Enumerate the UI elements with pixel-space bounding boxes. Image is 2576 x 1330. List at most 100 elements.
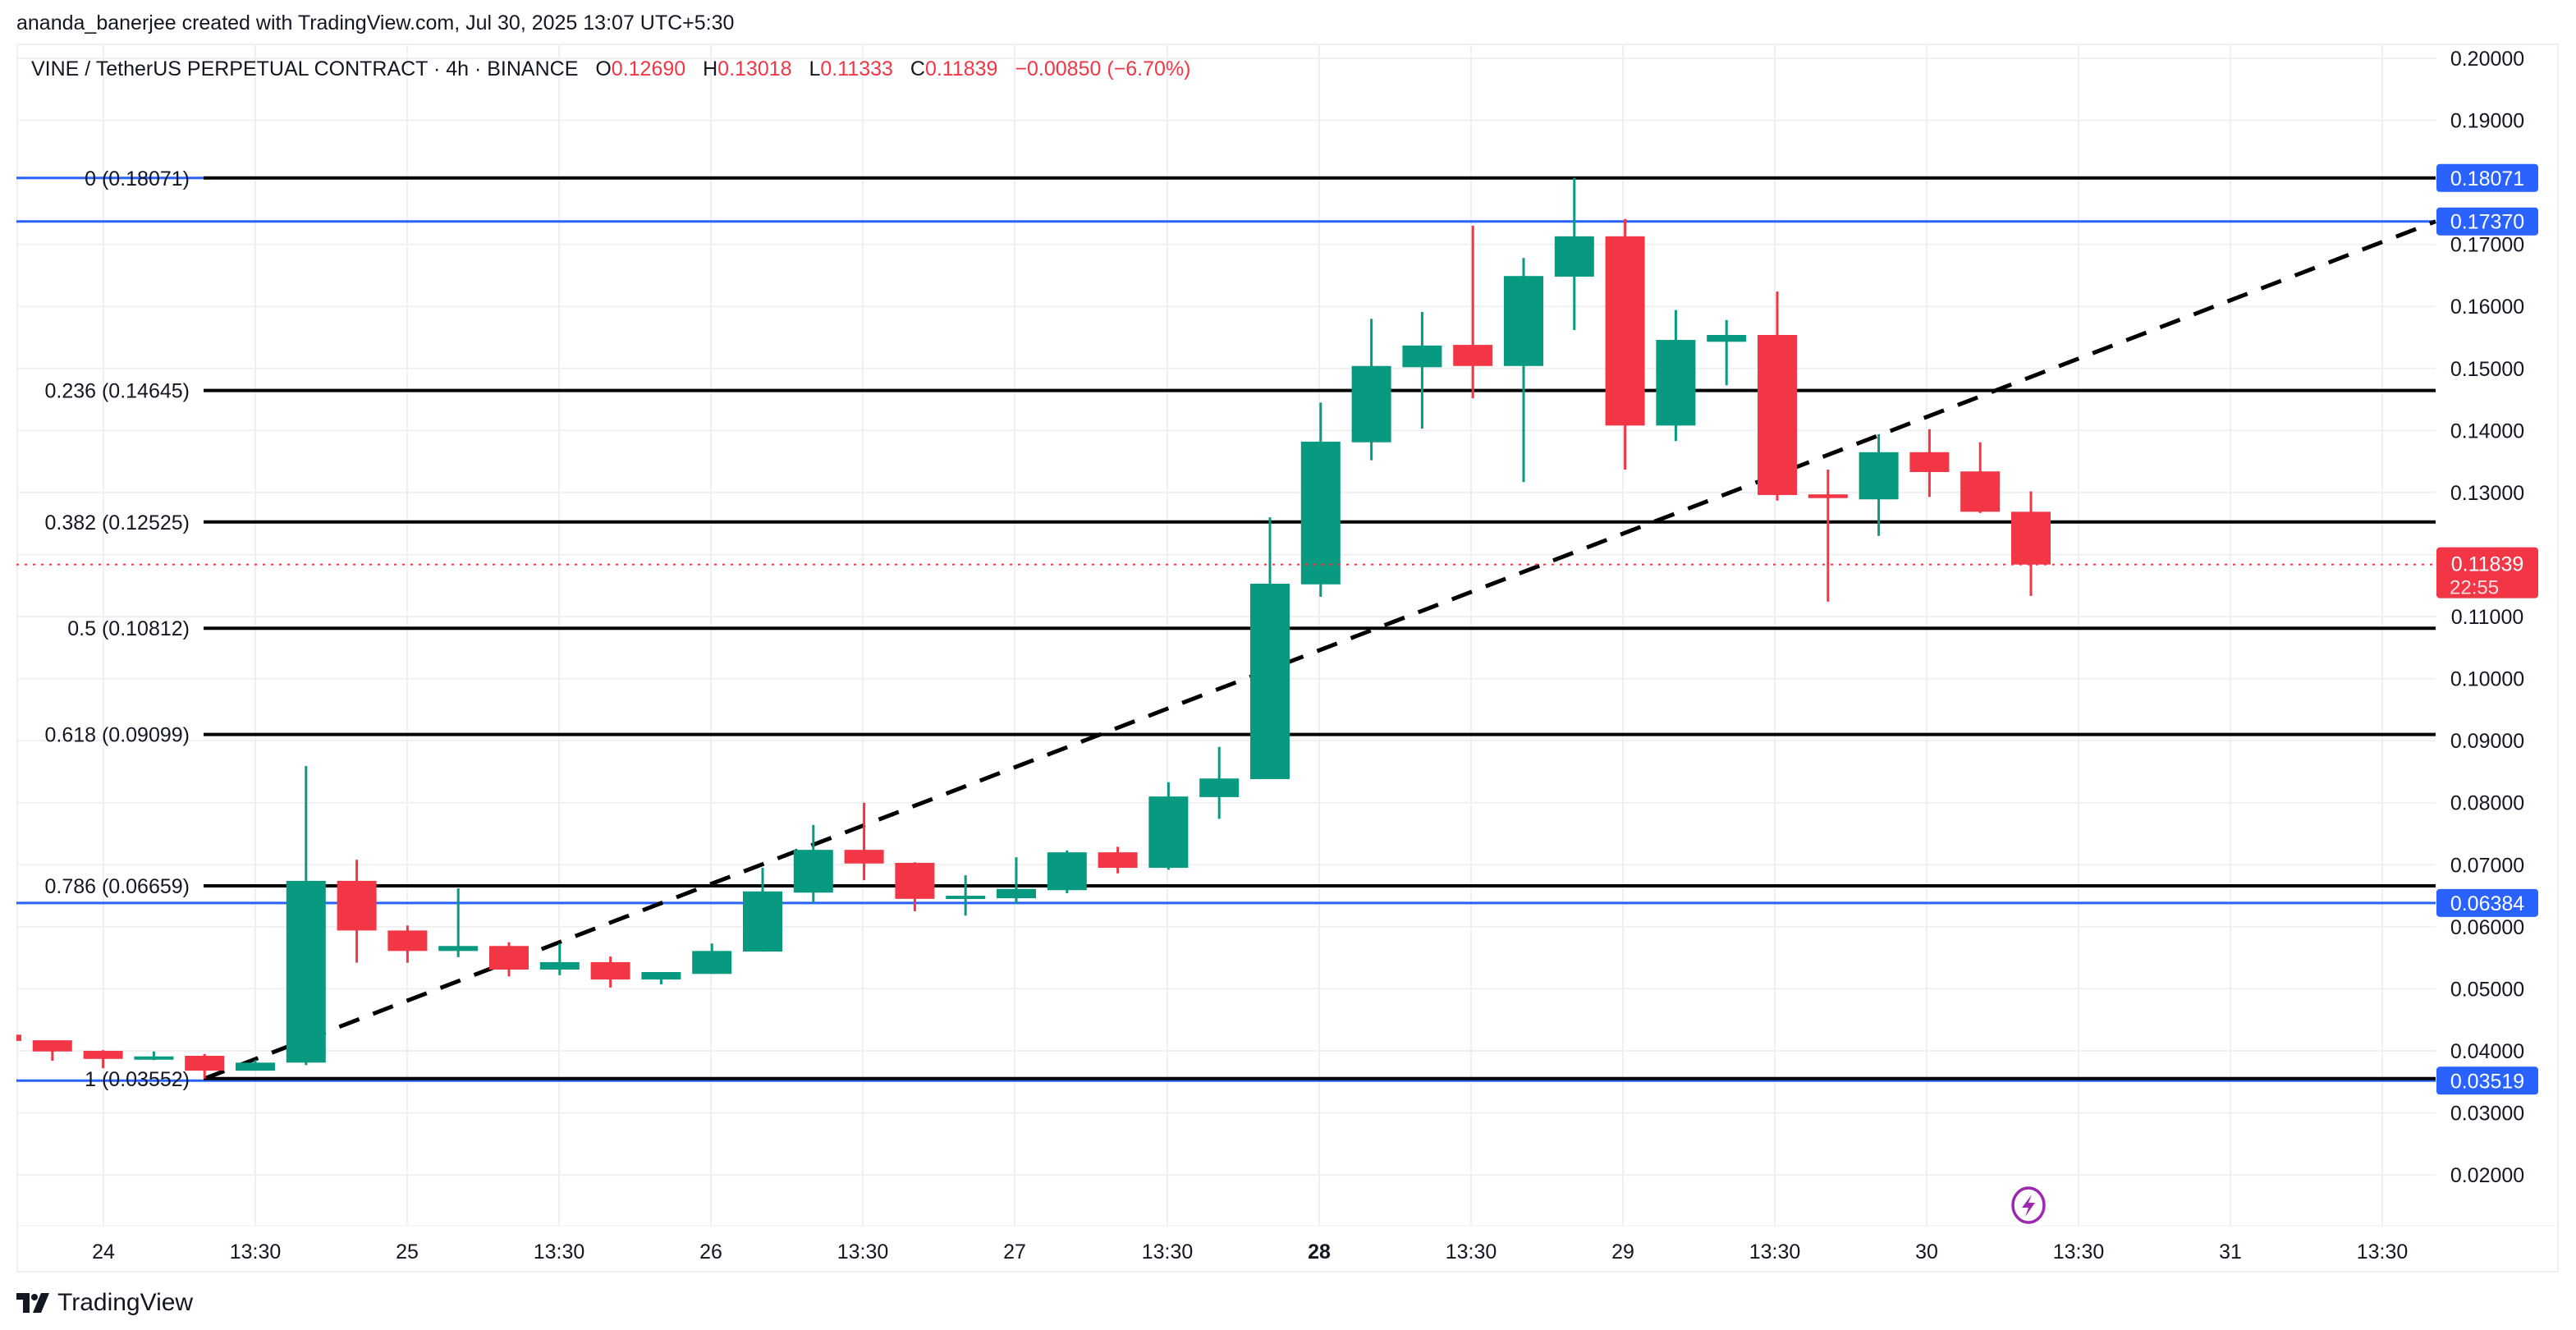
tradingview-logo[interactable]: TradingView: [16, 1289, 193, 1317]
candle-body: [1605, 236, 1645, 426]
candle-body: [185, 1056, 225, 1071]
candle-body: [1909, 452, 1950, 472]
candle-down: [1960, 442, 2001, 513]
candle-down: [1758, 291, 1797, 501]
time-tick-label: 24: [92, 1241, 115, 1264]
high-value: 0.13018: [717, 57, 792, 80]
price-badge[interactable]: [2436, 207, 2538, 236]
dashed-trend-line[interactable]: [204, 219, 2436, 1081]
symbol-title[interactable]: VINE / TetherUS PERPETUAL CONTRACT · 4h …: [31, 57, 579, 80]
candle-up: [1351, 319, 1391, 461]
candle-body: [1402, 345, 1442, 368]
candle-down: [337, 860, 377, 963]
candle-body: [1453, 345, 1493, 366]
candle-body: [438, 946, 479, 952]
candle-body: [1300, 441, 1341, 585]
price-tick-label: 0.13000: [2450, 482, 2524, 505]
tradingview-logo-icon: [16, 1293, 49, 1313]
candle-down: [387, 925, 428, 963]
price-badge[interactable]: [2436, 163, 2538, 192]
low-key: L: [809, 57, 821, 80]
candle-up: [1707, 319, 1747, 386]
candle-body: [793, 850, 833, 893]
current-price-badge[interactable]: [2436, 547, 2538, 598]
time-tick-label: 29: [1611, 1241, 1634, 1264]
close-value: 0.11839: [924, 57, 998, 80]
price-tick-label: 0.08000: [2450, 792, 2524, 815]
candle-up: [997, 857, 1036, 904]
candle-up: [134, 1051, 174, 1061]
price-tick-label: 0.15000: [2450, 358, 2524, 381]
candle-body: [16, 1034, 21, 1041]
candle-up: [1047, 850, 1087, 894]
price-badge-label: 0.06384: [2450, 892, 2524, 915]
price-tick-label: 0.02000: [2450, 1164, 2524, 1187]
price-tick-label: 0.06000: [2450, 916, 2524, 939]
time-tick-label: 13:30: [1446, 1241, 1497, 1264]
candle-body: [236, 1062, 275, 1071]
time-tick-label: 13:30: [837, 1241, 889, 1264]
price-badge[interactable]: [2436, 888, 2538, 917]
price-badge[interactable]: [2436, 1066, 2538, 1095]
candle-body: [1960, 471, 2001, 512]
price-axis[interactable]: 0.20000 0.19000 0.17000 0.16000 0.15000 0.140…: [2436, 48, 2538, 1187]
price-tick-label: 0.11000: [2451, 606, 2524, 629]
price-tick-label: 0.20000: [2450, 48, 2524, 71]
candle-body: [1504, 276, 1543, 366]
brand-name: TradingView: [57, 1289, 194, 1316]
candle-body: [692, 951, 732, 975]
price-tick-label: 0.03000: [2450, 1103, 2524, 1126]
time-tick-label: 31: [2219, 1241, 2242, 1264]
fib-level-label: 0.5 (0.10812): [67, 617, 190, 640]
time-tick-label: 25: [396, 1241, 419, 1264]
candle-down: [1808, 469, 1848, 602]
candle-body: [1148, 796, 1189, 869]
time-tick-label: 13:30: [1142, 1241, 1194, 1264]
candle-body: [844, 850, 884, 864]
low-value: 0.11333: [820, 57, 893, 80]
candle-down: [844, 802, 884, 881]
time-tick-label: 13:30: [2053, 1241, 2105, 1264]
candle-up: [1300, 402, 1341, 597]
price-tick-label: 0.07000: [2450, 854, 2524, 877]
candle-down: [2011, 491, 2051, 596]
chart-frame: [16, 44, 2559, 1273]
fib-retracement[interactable]: 0 (0.18071) 0.236 (0.14645) 0.382 (0.12525…: [44, 167, 2436, 1091]
price-tick-label: 0.19000: [2450, 110, 2524, 133]
time-tick-label: 13:30: [1749, 1241, 1801, 1264]
price-tick-label: 0.16000: [2450, 296, 2524, 319]
time-axis[interactable]: 24 13:30 25 13:30 26 13:30 27 13:30 28 13:30 29 13:…: [92, 1241, 2408, 1264]
event-lightning-icon[interactable]: [2011, 1186, 2046, 1224]
grid-lines: [16, 44, 2559, 1227]
candle-up: [1250, 517, 1290, 780]
candle-up: [946, 875, 986, 916]
time-tick-label: 13:30: [2357, 1241, 2409, 1264]
trend-line[interactable]: [204, 219, 2436, 1081]
candle-body: [895, 863, 935, 899]
chart-attribution: ananda_banerjee created with TradingView…: [16, 11, 735, 34]
candle-body: [1250, 583, 1290, 780]
candle-body: [997, 888, 1036, 899]
price-tick-label: 0.17000: [2450, 234, 2524, 257]
price-tick-label: 0.05000: [2450, 978, 2524, 1001]
candle-body: [2011, 511, 2051, 565]
price-tick-label: 0.10000: [2450, 668, 2524, 691]
fib-level-label: 0.236 (0.14645): [44, 380, 190, 403]
price-tick-label: 0.04000: [2450, 1040, 2524, 1063]
fib-level-label: 0.786 (0.06659): [44, 875, 190, 898]
fib-level-label: 0.618 (0.09099): [44, 724, 190, 747]
candle-body: [590, 961, 630, 980]
candle-down: [489, 942, 529, 977]
lightning-icon: [2022, 1195, 2035, 1217]
candle-down: [1909, 429, 1950, 498]
high-key: H: [703, 57, 718, 80]
candle-body: [539, 961, 580, 970]
open-key: O: [595, 57, 612, 80]
candle-up: [1402, 312, 1442, 429]
candle-down: [1605, 218, 1645, 470]
candle-up: [641, 971, 681, 985]
candle-up: [539, 943, 580, 975]
candle-body: [134, 1056, 174, 1060]
change-value: −0.00850 (−6.70%): [1015, 57, 1191, 80]
